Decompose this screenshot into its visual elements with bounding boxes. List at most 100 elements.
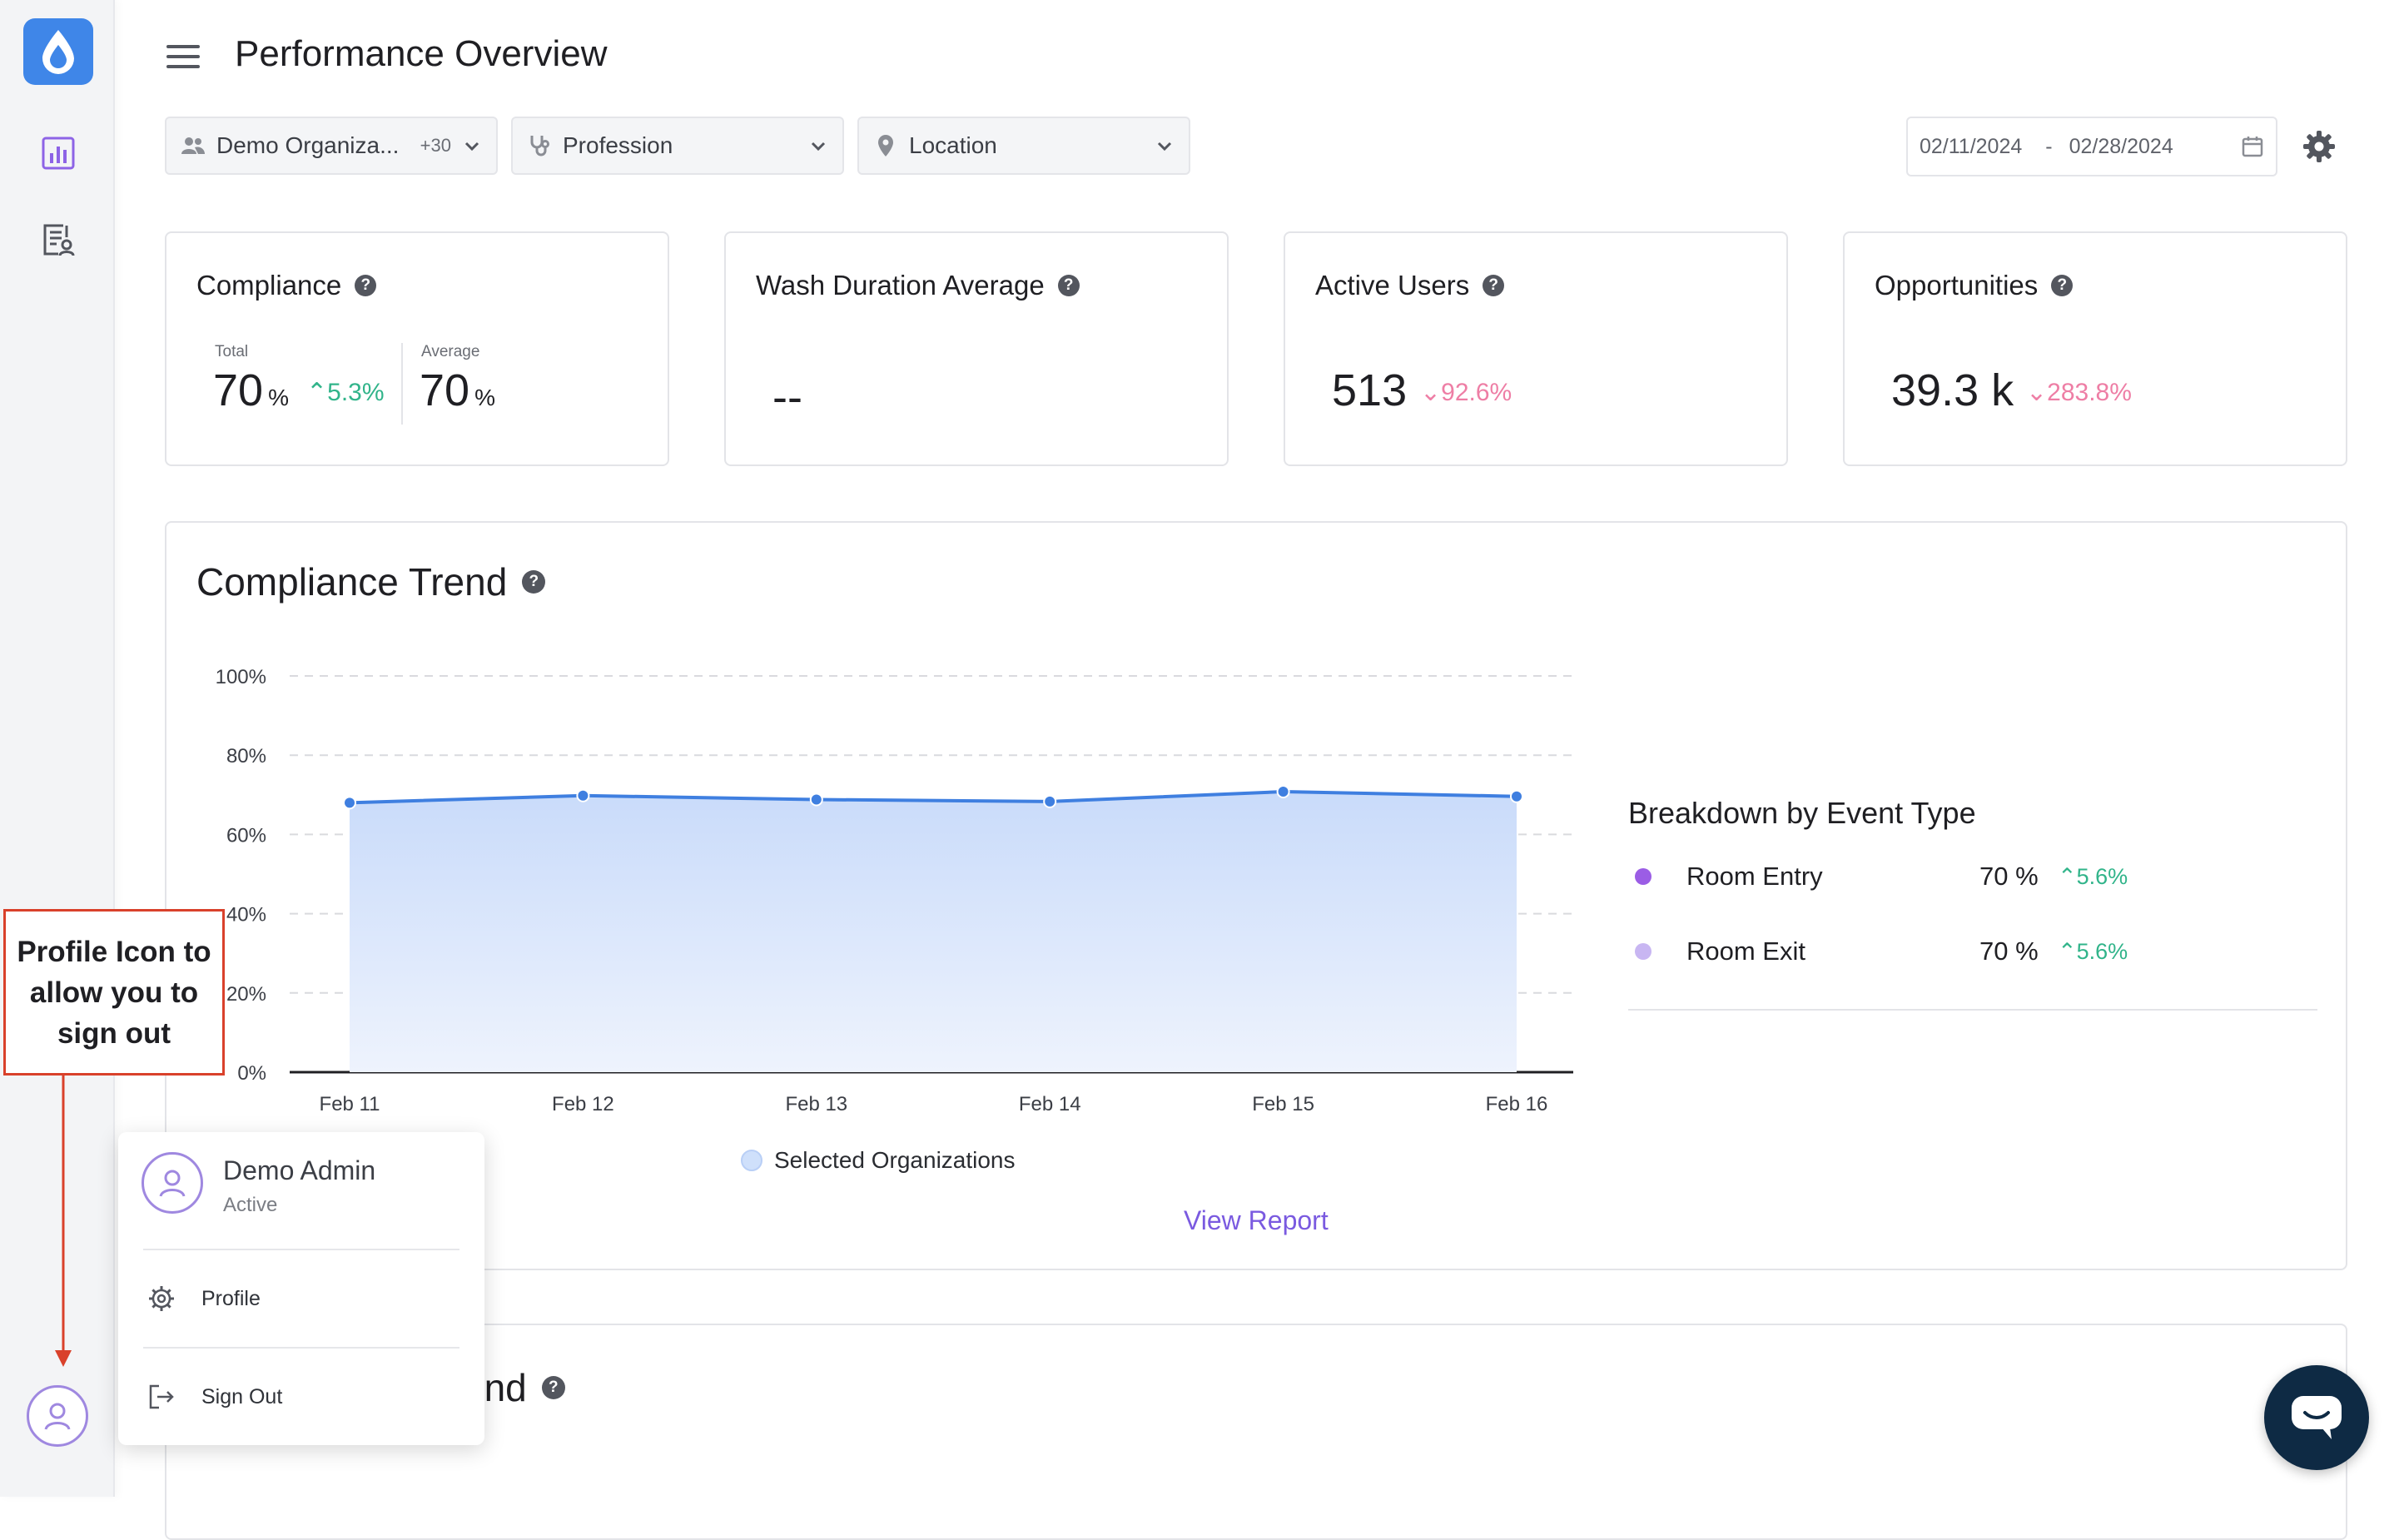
annotation-arrow	[55, 1076, 72, 1367]
user-circle-icon	[44, 1403, 71, 1430]
arrow-up-icon: ⌃	[2058, 938, 2077, 964]
delta-text: 5.6%	[2076, 863, 2128, 889]
breakdown-value: 70 %	[1979, 936, 2039, 966]
y-tick-label: 20%	[226, 983, 266, 1006]
profile-menu-label: Profile	[201, 1286, 261, 1310]
series-line	[349, 789, 1517, 805]
active-users-delta: ⌄92.6%	[1420, 378, 1512, 407]
data-point	[1510, 789, 1523, 803]
x-tick-label: Feb 16	[1486, 1093, 1548, 1115]
wash-duration-value: --	[772, 372, 802, 422]
delta-text: 5.6%	[2076, 938, 2128, 964]
chat-widget-button[interactable]	[2264, 1365, 2369, 1470]
gear-icon[interactable]	[2302, 130, 2336, 163]
chevron-down-icon	[1157, 142, 1172, 152]
opportunities-card: Opportunities ? 39.3 k ⌄283.8%	[1843, 231, 2347, 466]
date-range-picker[interactable]: 02/11/2024 - 02/28/2024	[1906, 117, 2277, 176]
breakdown-row-room-entry: Room Entry 70 % ⌃5.6%	[1628, 856, 2336, 897]
profile-status: Active	[223, 1194, 278, 1216]
profile-button[interactable]	[27, 1385, 88, 1447]
legend-label: Selected Organizations	[774, 1147, 1016, 1173]
chart-legend-item[interactable]: Selected Organizations	[741, 1147, 1016, 1174]
x-tick-label: Feb 14	[1019, 1093, 1081, 1115]
data-point	[809, 792, 823, 807]
arrow-up-icon: ⌃	[306, 379, 328, 406]
compliance-average-value: 70%	[420, 365, 495, 416]
menu-toggle-button[interactable]	[166, 45, 200, 72]
compliance-trend-title: Compliance Trend ?	[196, 559, 546, 604]
card-title-text: Active Users	[1315, 270, 1470, 301]
profile-menu-item[interactable]: Profile	[147, 1284, 261, 1314]
y-tick-label: 0%	[237, 1062, 266, 1085]
x-tick-label: Feb 15	[1252, 1093, 1314, 1115]
location-filter[interactable]: Location	[857, 117, 1190, 175]
location-pin-icon	[874, 134, 897, 157]
location-filter-label: Location	[909, 132, 997, 158]
wash-duration-card-title: Wash Duration Average ?	[756, 270, 1080, 301]
y-tick-label: 100%	[216, 666, 266, 688]
help-icon[interactable]: ?	[1483, 275, 1505, 296]
breakdown-divider	[1628, 1009, 2317, 1011]
legend-dot	[741, 1150, 762, 1171]
compliance-total-delta: ⌃5.3%	[306, 378, 385, 407]
hamburger-line	[166, 45, 200, 48]
sign-out-menu-item[interactable]: Sign Out	[147, 1382, 282, 1412]
opportunities-card-title: Opportunities ?	[1875, 270, 2074, 301]
date-separator: -	[2045, 134, 2053, 158]
sidebar-item-reports[interactable]	[38, 220, 78, 260]
hamburger-line	[166, 55, 200, 58]
divider	[143, 1347, 459, 1349]
compliance-average-label: Average	[421, 343, 480, 360]
organization-filter-count: +30	[420, 135, 451, 156]
x-tick-label: Feb 11	[320, 1093, 380, 1115]
profession-filter[interactable]: Profession	[511, 117, 844, 175]
breakdown-title: Breakdown by Event Type	[1628, 796, 1976, 830]
hamburger-line	[166, 65, 200, 68]
app-logo[interactable]	[23, 18, 93, 85]
breakdown-label: Room Entry	[1686, 862, 1823, 891]
chevron-down-icon	[811, 142, 826, 152]
breakdown-delta: ⌃5.6%	[2058, 939, 2128, 965]
breakdown-row-room-exit: Room Exit 70 % ⌃5.6%	[1628, 931, 2336, 972]
compliance-total-unit: %	[268, 385, 289, 410]
compliance-card-title: Compliance ?	[196, 270, 377, 301]
divider	[143, 1249, 459, 1250]
chat-bubble-icon	[2292, 1396, 2342, 1439]
second-trend-panel: end ?	[165, 1324, 2347, 1540]
delta-text: 5.3%	[327, 379, 385, 406]
organization-filter-label: Demo Organiza...	[216, 132, 400, 158]
compliance-average-unit: %	[474, 385, 495, 410]
calendar-icon[interactable]	[2241, 135, 2264, 158]
sign-out-icon	[147, 1382, 176, 1412]
annotation-callout: Profile Icon to allow you to sign out	[3, 909, 225, 1076]
trend-title-text: Compliance Trend	[196, 560, 508, 604]
gear-icon	[147, 1284, 176, 1314]
compliance-average-number: 70	[420, 365, 470, 415]
view-report-link[interactable]: View Report	[1184, 1205, 1329, 1235]
arrow-down-icon: ⌄	[2026, 379, 2048, 406]
opportunities-value: 39.3 k	[1891, 365, 2014, 415]
y-tick-label: 60%	[226, 824, 266, 847]
x-tick-label: Feb 13	[785, 1093, 847, 1115]
organization-filter[interactable]: Demo Organiza... +30	[165, 117, 498, 175]
delta-text: 92.6%	[1441, 379, 1512, 406]
date-start-input[interactable]: 02/11/2024	[1920, 134, 2023, 158]
legend-dot	[1635, 943, 1651, 960]
compliance-trend-chart: 100% 80% 60% 40% 20% 0% Feb 11 Feb 12 Feb 13 Feb …	[216, 666, 1573, 1115]
data-point	[1043, 794, 1057, 808]
card-title-text: Wash Duration Average	[756, 270, 1045, 301]
y-tick-label: 40%	[226, 904, 266, 926]
sidebar	[0, 0, 115, 1497]
date-end-input[interactable]: 02/28/2024	[2069, 134, 2173, 158]
card-title-text: Compliance	[196, 270, 342, 301]
profile-menu: Demo Admin Active Profile	[118, 1132, 484, 1445]
active-users-card-title: Active Users ?	[1315, 270, 1505, 301]
help-icon[interactable]: ?	[541, 1376, 565, 1399]
sidebar-item-dashboard[interactable]	[38, 133, 78, 173]
help-icon[interactable]: ?	[355, 275, 377, 296]
bar-chart-icon	[42, 137, 75, 170]
help-icon[interactable]: ?	[2051, 275, 2074, 296]
help-icon[interactable]: ?	[1057, 275, 1080, 296]
help-icon[interactable]: ?	[522, 570, 546, 594]
compliance-total-label: Total	[215, 343, 249, 360]
